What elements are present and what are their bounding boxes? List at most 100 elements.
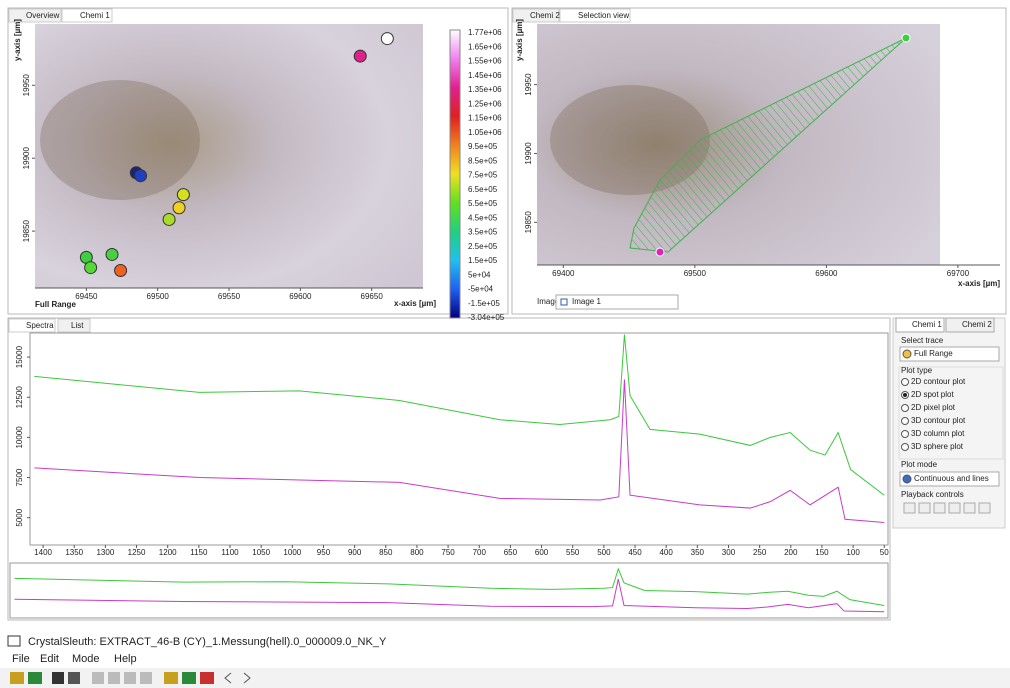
button[interactable] <box>978 502 991 514</box>
y-tick-label: 19850 <box>22 219 31 242</box>
tool-icon[interactable] <box>52 672 64 684</box>
x-tick-label: 200 <box>784 548 798 557</box>
map-image <box>35 24 423 288</box>
spot[interactable] <box>134 169 148 183</box>
selection-handle[interactable] <box>655 247 665 257</box>
x-tick-label: 450 <box>628 548 642 557</box>
tab-label: Selection view <box>578 11 629 20</box>
tool-icon[interactable] <box>10 672 24 684</box>
colorbar-label: 7.5e+05 <box>468 171 498 180</box>
tool-icon[interactable] <box>68 672 80 684</box>
overview-line <box>14 567 885 607</box>
tool-icon[interactable] <box>28 672 42 684</box>
y-tick-label: 19950 <box>524 73 533 96</box>
selection-area[interactable] <box>629 37 907 253</box>
label: Plot type <box>901 366 933 375</box>
tool-icon[interactable] <box>140 672 152 684</box>
x-tick-label: 69400 <box>552 269 575 278</box>
trace-value: Full Range <box>914 349 953 358</box>
tab[interactable] <box>8 318 56 333</box>
colorbar-label: 4.5e+05 <box>468 213 498 222</box>
tool-icon[interactable] <box>182 672 196 684</box>
colorbar-label: 3.5e+05 <box>468 228 498 237</box>
x-tick-label: 950 <box>317 548 331 557</box>
trace-dropdown[interactable] <box>899 346 1000 362</box>
x-tick-label: 1150 <box>190 548 208 557</box>
x-tick-label: 750 <box>441 548 455 557</box>
x-tick-label: 250 <box>753 548 767 557</box>
x-tick-label: 1050 <box>252 548 270 557</box>
tool-icon[interactable] <box>124 672 136 684</box>
x-tick-label: 69600 <box>815 269 838 278</box>
menu-item[interactable]: File <box>12 653 30 665</box>
button[interactable] <box>933 502 946 514</box>
y-tick-label: 15000 <box>15 345 24 368</box>
x-tick-label: 850 <box>379 548 393 557</box>
x-tick-label: 1400 <box>34 548 52 557</box>
tool-icon[interactable] <box>108 672 120 684</box>
menu-item[interactable]: Mode <box>72 653 100 665</box>
x-tick-label: 300 <box>722 548 736 557</box>
tab[interactable] <box>512 8 560 23</box>
spot[interactable] <box>380 32 394 46</box>
radio[interactable] <box>901 404 909 412</box>
radio[interactable] <box>901 443 909 451</box>
window-icon <box>7 635 21 647</box>
tab-label: Overview <box>26 11 60 20</box>
x-tick-label: 1350 <box>65 548 83 557</box>
tab[interactable] <box>559 8 631 23</box>
radio[interactable] <box>901 417 909 425</box>
tab[interactable] <box>61 8 113 23</box>
y-axis-label: y-axis [µm] <box>13 19 22 61</box>
x-tick-label: 900 <box>348 548 362 557</box>
tab-label: List <box>71 321 84 330</box>
colorbar-label: 1.15e+06 <box>468 114 502 123</box>
mode-dropdown[interactable] <box>899 471 1000 487</box>
image-dropdown[interactable] <box>555 294 679 310</box>
tab[interactable] <box>895 317 945 333</box>
tool-icon[interactable] <box>200 672 214 684</box>
tab[interactable] <box>945 317 995 333</box>
x-tick-label: 69500 <box>684 269 707 278</box>
nav-back[interactable] <box>224 672 232 684</box>
button[interactable] <box>903 502 916 514</box>
menu-item[interactable]: Edit <box>40 653 59 665</box>
tab[interactable] <box>57 318 91 333</box>
tab[interactable] <box>8 8 62 23</box>
x-tick-label: 350 <box>691 548 705 557</box>
button[interactable] <box>963 502 976 514</box>
colorbar-label: -5e+04 <box>468 285 494 294</box>
spot[interactable] <box>105 247 119 261</box>
spot[interactable] <box>162 212 176 226</box>
spectra-plot <box>29 332 889 546</box>
button[interactable] <box>918 502 931 514</box>
radio[interactable] <box>901 378 909 386</box>
nav-forward[interactable] <box>243 672 251 684</box>
selection-handle[interactable] <box>901 33 911 43</box>
x-tick-label: 69600 <box>289 292 312 301</box>
colorbar <box>449 29 461 319</box>
button[interactable] <box>948 502 961 514</box>
spot[interactable] <box>114 263 128 277</box>
colorbar-label: 1.5e+05 <box>468 256 498 265</box>
tab-label: Chemi 2 <box>530 11 560 20</box>
x-tick-label: 650 <box>504 548 518 557</box>
tool-icon[interactable] <box>164 672 178 684</box>
tool-icon[interactable] <box>92 672 104 684</box>
texture <box>40 80 200 200</box>
spot[interactable] <box>172 201 186 215</box>
radio[interactable] <box>901 430 909 438</box>
window-title: CrystalSleuth: EXTRACT_46-B (CY)_1.Messu… <box>28 636 387 648</box>
overview-line <box>14 579 885 613</box>
colorbar-label: -3.04e+05 <box>468 313 505 322</box>
colorbar-label: 9.5e+05 <box>468 142 498 151</box>
label: Playback controls <box>901 490 964 499</box>
menu-item[interactable]: Help <box>114 653 137 665</box>
radio-label: 3D sphere plot <box>911 442 964 451</box>
spot[interactable] <box>176 188 190 202</box>
spot[interactable] <box>353 49 367 63</box>
spot[interactable] <box>84 261 98 275</box>
x-tick-label: 50 <box>880 548 889 557</box>
x-tick-label: 1200 <box>159 548 177 557</box>
